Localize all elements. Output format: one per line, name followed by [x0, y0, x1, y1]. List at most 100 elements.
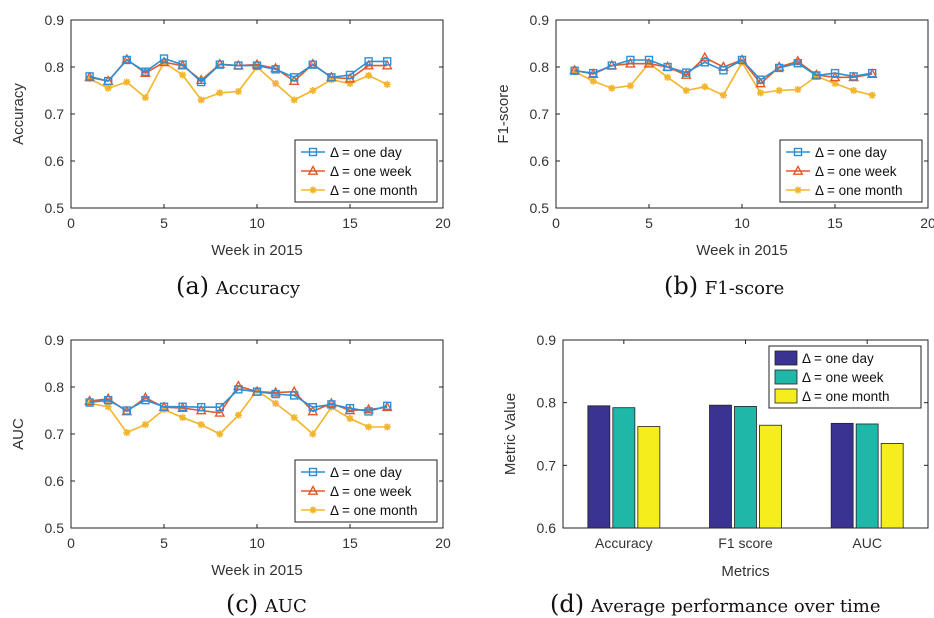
- data-point: [234, 411, 242, 419]
- y-tick-label: 0.8: [45, 59, 65, 75]
- caption-c: (c) AUC: [226, 590, 307, 618]
- data-point: [159, 54, 169, 63]
- data-point: [102, 392, 114, 403]
- caption-c-label: (c): [226, 590, 259, 618]
- data-point: [327, 76, 335, 84]
- y-tick-label: 0.8: [537, 395, 557, 411]
- data-point: [830, 68, 840, 78]
- data-point: [196, 403, 206, 412]
- data-point: [270, 386, 281, 397]
- bar: [612, 407, 636, 529]
- bar: [637, 426, 661, 529]
- x-tick-label: 5: [645, 215, 653, 231]
- data-point: [680, 69, 692, 79]
- data-point: [570, 66, 579, 75]
- data-point: [86, 399, 94, 407]
- legend-swatch: [774, 369, 798, 385]
- legend-label: Δ = one month: [815, 183, 902, 198]
- data-point: [363, 403, 374, 414]
- x-axis-title: Metrics: [721, 563, 769, 580]
- y-tick-label: 0.8: [45, 379, 65, 395]
- x-tick-label: 20: [920, 215, 934, 231]
- y-tick-label: 0.5: [530, 200, 550, 216]
- data-point: [216, 430, 224, 438]
- caption-b-label: (b): [664, 272, 699, 300]
- data-point: [214, 58, 226, 69]
- caption-b-text: F1-score: [704, 278, 785, 299]
- bar: [830, 422, 854, 529]
- data-point: [122, 406, 132, 415]
- data-point: [365, 71, 373, 79]
- data-point: [831, 79, 839, 87]
- data-point: [794, 86, 802, 94]
- y-tick-label: 0.7: [45, 106, 65, 122]
- caption-b: (b) F1-score: [664, 272, 784, 300]
- data-point: [737, 55, 747, 65]
- y-tick-label: 0.6: [45, 473, 65, 489]
- legend-marker: [308, 467, 318, 477]
- data-point: [178, 60, 187, 69]
- legend-marker: [307, 485, 319, 495]
- data-point: [327, 400, 336, 409]
- legend-marker: [308, 147, 318, 157]
- data-point: [122, 55, 132, 65]
- x-tick-label: AUC: [852, 535, 882, 551]
- y-tick-label: 0.6: [45, 153, 65, 169]
- series-line: [89, 388, 388, 413]
- caption-a: (a) Accuracy: [176, 272, 300, 300]
- data-point: [682, 68, 691, 77]
- data-point: [84, 395, 95, 405]
- data-point: [719, 66, 728, 75]
- x-tick-label: 5: [160, 535, 168, 551]
- data-point: [290, 73, 299, 82]
- x-axis-title: Week in 2015: [211, 242, 302, 259]
- data-point: [290, 391, 299, 400]
- series-line: [89, 57, 388, 84]
- y-tick-label: 0.7: [530, 106, 550, 122]
- caption-a-text: Accuracy: [215, 278, 301, 299]
- bar: [880, 442, 904, 529]
- series-line: [574, 58, 873, 81]
- data-point: [346, 79, 354, 87]
- data-point: [86, 75, 94, 83]
- x-tick-label: 10: [734, 215, 750, 231]
- data-point: [309, 87, 317, 94]
- data-point: [571, 68, 579, 76]
- data-point: [792, 55, 804, 66]
- y-tick-label: 0.9: [45, 12, 65, 28]
- data-point: [663, 62, 672, 72]
- data-point: [812, 71, 821, 80]
- data-point: [850, 87, 858, 94]
- data-point: [738, 58, 746, 66]
- data-point: [179, 71, 187, 79]
- y-axis-title: Accuracy: [10, 83, 27, 145]
- data-point: [234, 385, 243, 394]
- data-point: [103, 395, 113, 405]
- y-tick-label: 0.7: [537, 457, 557, 473]
- data-point: [364, 407, 373, 416]
- caption-d-text: Average performance over time: [590, 596, 881, 617]
- data-point: [179, 414, 187, 422]
- data-point: [141, 67, 150, 76]
- bar: [709, 404, 732, 529]
- data-point: [197, 96, 205, 104]
- legend-label: Δ = one week: [802, 370, 884, 385]
- x-tick-label: 5: [160, 215, 168, 231]
- data-point: [272, 79, 280, 87]
- panel-average-performance: 0.6 0.7 0.8 0.9 Metric Value Accuracy F1 score…: [502, 332, 929, 580]
- x-tick-label: Accuracy: [595, 535, 653, 551]
- data-point: [383, 401, 392, 410]
- y-tick-label: 0.9: [537, 332, 557, 348]
- data-point: [252, 387, 262, 396]
- caption-a-label: (a): [176, 272, 210, 300]
- data-point: [215, 403, 225, 412]
- y-tick-label: 0.9: [530, 12, 550, 28]
- data-point: [626, 55, 635, 65]
- data-point: [344, 404, 356, 415]
- data-point: [271, 65, 280, 74]
- legend-label: Δ = one week: [330, 164, 412, 179]
- x-tick-label: 0: [67, 535, 75, 551]
- data-point: [849, 72, 858, 81]
- data-point: [253, 63, 261, 71]
- data-point: [159, 402, 169, 411]
